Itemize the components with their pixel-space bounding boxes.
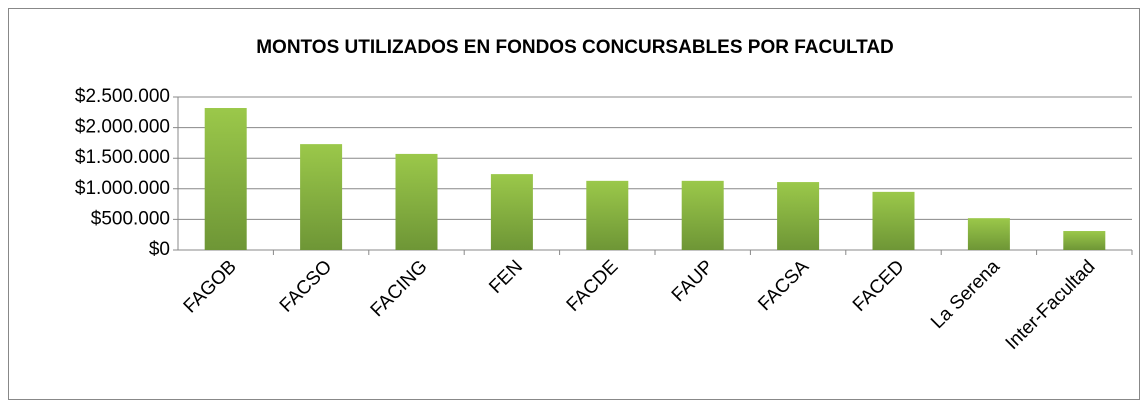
bar — [204, 108, 247, 251]
y-tick-label: $0 — [149, 239, 170, 260]
chart-border — [8, 8, 1140, 400]
bar — [300, 144, 343, 250]
bar — [777, 182, 820, 250]
y-tick-label: $500.000 — [91, 208, 170, 229]
bar — [967, 218, 1010, 250]
bar — [395, 153, 438, 250]
bar — [586, 180, 629, 250]
bar — [1063, 231, 1106, 250]
y-tick-label: $1.000.000 — [75, 178, 170, 199]
chart-title: MONTOS UTILIZADOS EN FONDOS CONCURSABLES… — [256, 37, 894, 58]
y-tick-label: $2.500.000 — [75, 86, 170, 107]
y-tick-label: $2.000.000 — [75, 117, 170, 138]
bar — [490, 174, 533, 250]
bar — [872, 191, 915, 250]
bar — [681, 180, 724, 250]
y-tick-label: $1.500.000 — [75, 147, 170, 168]
